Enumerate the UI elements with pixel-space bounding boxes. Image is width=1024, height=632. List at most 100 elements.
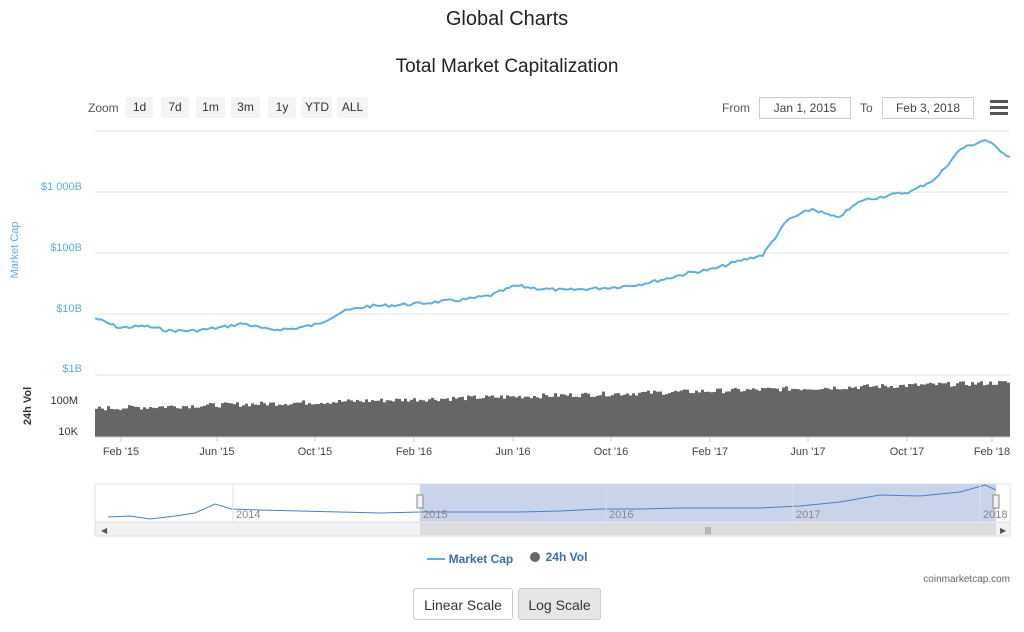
volume-bar xyxy=(521,398,524,437)
zoom-1m-button[interactable]: 1m xyxy=(196,97,225,118)
volume-bar xyxy=(647,390,650,437)
zoom-7d-button[interactable]: 7d xyxy=(161,97,189,118)
volume-bar xyxy=(962,381,965,437)
y-axis-title: Market Cap xyxy=(9,222,21,279)
volume-bar xyxy=(602,391,605,437)
volume-bar xyxy=(821,389,824,437)
volume-bar xyxy=(362,402,365,437)
x-tick-label: Feb '17 xyxy=(692,446,728,458)
volume-bar xyxy=(575,396,578,437)
volume-bar xyxy=(326,402,329,437)
volume-bar xyxy=(572,397,575,437)
volume-bar xyxy=(320,403,323,437)
circle-marker-icon xyxy=(529,552,540,562)
volume-bar xyxy=(365,399,368,437)
volume-bar xyxy=(419,399,422,437)
volume-bar xyxy=(404,398,407,437)
navigator-right-handle[interactable] xyxy=(992,494,1000,509)
log-scale-button[interactable]: Log Scale xyxy=(518,588,601,620)
volume-bar xyxy=(797,389,800,437)
volume-bar xyxy=(425,401,428,437)
volume-bar xyxy=(380,398,383,437)
zoom-1y-button[interactable]: 1y xyxy=(268,97,296,118)
volume-bar xyxy=(656,391,659,437)
scrollbar-thumb[interactable] xyxy=(420,523,996,535)
volume-bar xyxy=(350,400,353,437)
to-date-input[interactable] xyxy=(882,97,974,119)
volume-bar xyxy=(743,390,746,437)
volume-bar xyxy=(896,387,899,437)
volume-bar xyxy=(971,382,974,437)
scrollbar-grip-icon[interactable]: ||| xyxy=(705,526,711,535)
zoom-1d-button[interactable]: 1d xyxy=(126,97,153,118)
volume-bar xyxy=(980,381,983,437)
x-axis-ticks: Feb '15 Jun '15 Oct '15 Feb '16 Jun '16 Oct '… xyxy=(103,437,1010,458)
volume-bar xyxy=(254,404,257,437)
x-tick-label: Feb '15 xyxy=(103,446,139,458)
volume-bar xyxy=(533,396,536,437)
volume-bar xyxy=(497,397,500,437)
volume-bar xyxy=(824,387,827,437)
volume-bar xyxy=(413,398,416,437)
volume-bar xyxy=(719,388,722,437)
volume-bar xyxy=(200,406,203,437)
x-tick-label: Feb '18 xyxy=(974,446,1010,458)
volume-bar xyxy=(335,402,338,437)
linear-scale-button[interactable]: Linear Scale xyxy=(413,588,513,620)
volume-bar xyxy=(143,407,146,437)
volume-bar xyxy=(494,397,497,437)
volume-bar xyxy=(197,407,200,437)
volume-bar xyxy=(542,393,545,437)
volume-bar xyxy=(818,389,821,437)
scroll-right-arrow-icon[interactable]: ▶ xyxy=(1000,526,1007,535)
hamburger-menu-icon[interactable] xyxy=(990,100,1008,116)
volume-bar xyxy=(1007,382,1010,437)
volume-bar xyxy=(509,396,512,437)
volume-bar xyxy=(1001,381,1004,437)
volume-bar xyxy=(902,384,905,437)
volume-bar xyxy=(296,402,299,437)
volume-bar xyxy=(938,382,941,437)
navigator-left-handle[interactable] xyxy=(416,494,424,509)
volume-bar xyxy=(662,394,665,437)
volume-bar xyxy=(650,393,653,437)
volume-bar xyxy=(308,403,311,437)
volume-bar xyxy=(695,390,698,437)
volume-bar xyxy=(878,388,881,437)
volume-bar xyxy=(752,388,755,437)
volume-bar xyxy=(929,382,932,437)
volume-tick-label: 100M xyxy=(50,395,78,407)
volume-bar xyxy=(104,410,107,437)
volume-bar xyxy=(410,399,413,437)
volume-bar xyxy=(185,406,188,437)
credit-link[interactable]: coinmarketcap.com xyxy=(923,574,1010,585)
volume-bar xyxy=(989,381,992,437)
volume-bar xyxy=(773,388,776,437)
from-label: From xyxy=(722,101,750,115)
volume-bar xyxy=(842,389,845,437)
volume-bar xyxy=(599,395,602,437)
zoom-ytd-button[interactable]: YTD xyxy=(302,97,332,118)
x-tick-label: Jun '15 xyxy=(199,446,234,458)
zoom-all-button[interactable]: ALL xyxy=(337,97,368,118)
volume-bar xyxy=(233,404,236,437)
legend-item-volume[interactable]: 24h Vol xyxy=(529,550,587,564)
volume-bar xyxy=(101,408,104,437)
volume-bar xyxy=(440,398,443,437)
volume-bar xyxy=(458,397,461,437)
legend-item-market-cap[interactable]: Market Cap xyxy=(426,552,513,566)
scroll-left-arrow-icon[interactable]: ◀ xyxy=(101,526,108,535)
volume-bar xyxy=(386,400,389,437)
volume-bar xyxy=(206,404,209,437)
volume-bar xyxy=(236,402,239,437)
navigator-selected-range[interactable] xyxy=(420,484,996,522)
volume-bar xyxy=(833,386,836,437)
from-date-input[interactable] xyxy=(759,97,851,119)
volume-bar xyxy=(353,401,356,437)
zoom-3m-button[interactable]: 3m xyxy=(231,97,260,118)
volume-bar xyxy=(134,406,137,437)
volume-bar xyxy=(608,396,611,437)
volume-bar xyxy=(737,389,740,437)
volume-bar xyxy=(629,395,632,437)
volume-bar xyxy=(188,408,191,437)
